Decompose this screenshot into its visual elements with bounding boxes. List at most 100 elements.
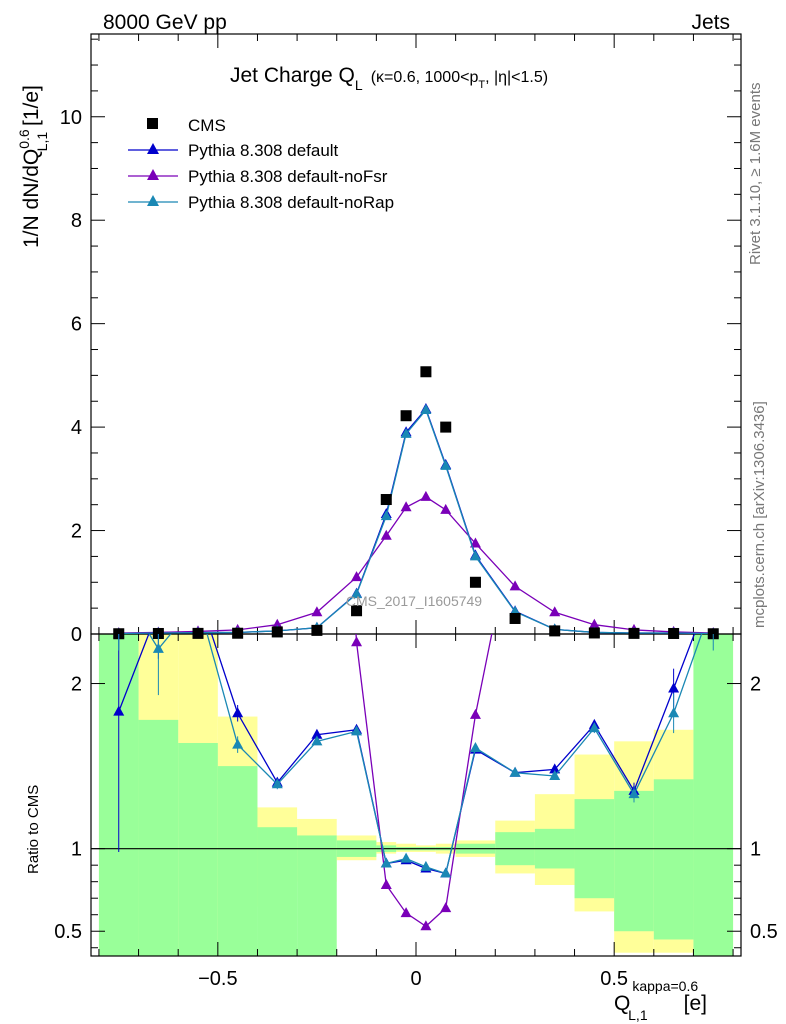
ratio-marker-noFsr (311, 17, 322, 27)
y-tick-label-main: 4 (71, 417, 82, 439)
rivet-label: Rivet 3.1.10, ≥ 1.6M events (747, 83, 764, 266)
ratio-marker-default (193, 587, 204, 597)
header-right: Jets (691, 11, 730, 34)
ratio-marker-default (708, 578, 719, 588)
marker-noFsr (549, 606, 561, 617)
ratio-marker-noRap (193, 595, 204, 605)
band-inner-bin (178, 742, 218, 956)
ratio-marker-default (549, 763, 561, 774)
ratio-marker-default (113, 705, 125, 716)
ratio-marker-noRap (400, 852, 412, 863)
ratio-marker-noRap (311, 735, 323, 746)
cms-point (440, 421, 452, 433)
y-tick-label-ratio-right: 1 (750, 839, 761, 861)
ratio-marker-noRap (628, 788, 640, 799)
y-tick-label-ratio: 0.5 (54, 921, 82, 943)
ratio-marker-noRap (351, 725, 363, 736)
legend-label-default: Pythia 8.308 default (188, 141, 339, 160)
cms-point (549, 625, 561, 637)
cms-point (400, 410, 412, 422)
ratio-marker-noFsr (153, 496, 164, 506)
x-tick-label: 0 (410, 968, 421, 990)
x-tick-label: −0.5 (198, 968, 237, 990)
marker-noRap (400, 427, 412, 438)
cms-point (232, 627, 244, 639)
y-tick-label-ratio-right: 2 (750, 674, 761, 696)
marker-noFsr (588, 618, 600, 629)
ratio-marker-default (232, 707, 244, 718)
legend-marker-nofsr (147, 169, 159, 180)
ratio-line-default (118, 634, 696, 875)
marker-noFsr (509, 580, 521, 591)
band-inner-bin (614, 790, 654, 932)
cms-point (192, 627, 204, 639)
cms-point (113, 628, 125, 640)
ratio-marker-noFsr (510, 512, 521, 522)
y-tick-label-main: 8 (71, 210, 82, 232)
marker-noRap (469, 550, 481, 561)
ratio-marker-noRap (588, 722, 600, 733)
y-tick-label-ratio: 2 (71, 674, 82, 696)
ratio-marker-noFsr (113, 529, 124, 539)
ratio-marker-default (668, 682, 680, 693)
cms-point (509, 612, 521, 624)
marker-noFsr (311, 606, 323, 617)
ratio-marker-default (311, 728, 323, 739)
y-tick-label-main: 0 (71, 624, 82, 646)
ratio-marker-noFsr (420, 920, 432, 931)
cms-point (271, 626, 283, 638)
cms-point (469, 576, 481, 588)
ratio-series (113, 17, 719, 931)
ratio-marker-noFsr (351, 636, 363, 647)
cms-point (668, 627, 680, 639)
ratio-marker-noFsr (193, 463, 204, 473)
cms-point (588, 627, 600, 639)
marker-noFsr (351, 571, 363, 582)
ratio-axis-label: Ratio to CMS (25, 785, 42, 874)
legend: CMS Pythia 8.308 default Pythia 8.308 de… (128, 116, 394, 212)
ratio-marker-noRap (232, 738, 244, 749)
legend-marker-cms (147, 118, 158, 129)
marker-noFsr (271, 618, 283, 629)
legend-label-norap: Pythia 8.308 default-noRap (188, 193, 394, 212)
marker-noRap (440, 459, 452, 470)
ratio-marker-noRap (380, 857, 392, 868)
ratio-marker-noFsr (708, 347, 719, 357)
y-tick-label-ratio: 1 (71, 839, 82, 861)
band-inner-bin (653, 779, 694, 940)
marker-noFsr (400, 501, 412, 512)
ratio-line-noFsr (355, 634, 493, 928)
band-inner-bin (257, 827, 298, 956)
ratio-series-clipped (113, 17, 719, 931)
marker-noRap (351, 588, 363, 599)
plot-title: Jet Charge QL (κ=0.6, 1000<pT, |η|<1.5) (230, 64, 548, 93)
ratio-marker-noFsr (380, 878, 392, 889)
ratio-marker-noRap (509, 766, 521, 777)
x-tick-label: 0.5 (600, 968, 628, 990)
ratio-marker-noRap (708, 595, 719, 605)
y-tick-label-ratio-right: 0.5 (750, 921, 778, 943)
y-tick-label-main: 2 (71, 521, 82, 543)
ratio-marker-noRap (549, 770, 561, 781)
marker-noFsr (469, 537, 481, 548)
legend-marker-norap (147, 195, 159, 206)
x-axis-label: Qkappa=0.6 L,1 [e] (614, 978, 707, 1023)
cms-point (311, 624, 323, 636)
ratio-marker-noFsr (469, 708, 481, 719)
marker-noFsr (440, 503, 452, 514)
uncertainty-bands (91, 634, 741, 956)
y-tick-label-main: 10 (60, 107, 82, 129)
ratio-marker-noRap (271, 778, 283, 789)
cms-point (351, 605, 363, 617)
header-left: 8000 GeV pp (103, 11, 227, 34)
cms-point (707, 628, 719, 640)
ratio-marker-noRap (469, 741, 481, 752)
ratio-marker-noFsr (400, 907, 412, 918)
mcplots-label: mcplots.cern.ch [arXiv:1306.3436] (751, 401, 768, 628)
ratio-marker-default (153, 603, 164, 613)
main-series (113, 366, 719, 640)
ratio-marker-noFsr (272, 265, 283, 275)
ratio-marker-noFsr (668, 182, 679, 192)
marker-noRap (420, 404, 432, 415)
